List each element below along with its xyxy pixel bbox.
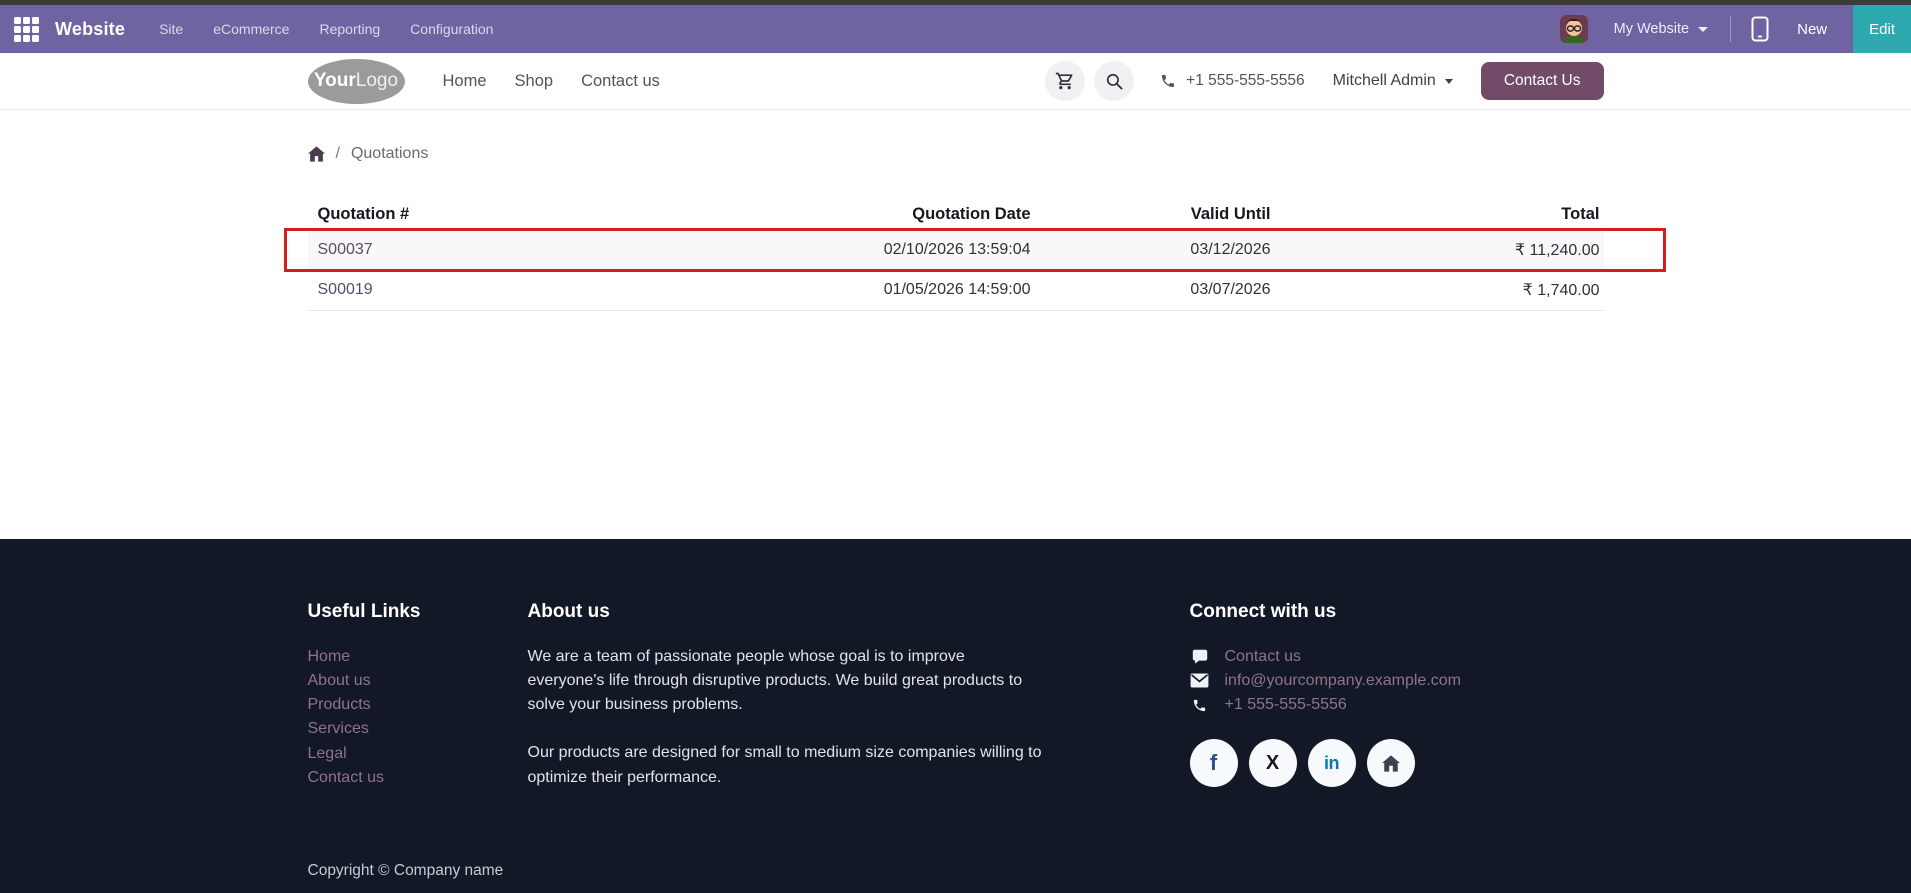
about-paragraph: We are a team of passionate people whose… bbox=[527, 647, 1023, 714]
footer-useful-links: Useful Links Home About us Products Serv… bbox=[308, 601, 528, 814]
edit-button[interactable]: Edit bbox=[1853, 5, 1911, 53]
user-name: Mitchell Admin bbox=[1332, 72, 1436, 89]
cart-icon bbox=[1055, 72, 1073, 90]
nav-shop[interactable]: Shop bbox=[514, 71, 554, 90]
total-cell: ₹ 1,740.00 bbox=[1274, 270, 1604, 311]
header-phone-link[interactable]: +1 555-555-5556 bbox=[1160, 72, 1305, 90]
quotation-link[interactable]: S00037 bbox=[317, 241, 373, 258]
mobile-preview-icon[interactable] bbox=[1751, 16, 1769, 42]
valid-until-cell: 03/12/2026 bbox=[1034, 230, 1275, 271]
chevron-down-icon bbox=[1698, 26, 1709, 32]
facebook-icon[interactable]: f bbox=[1189, 739, 1238, 788]
window-top-strip bbox=[0, 0, 1911, 5]
logo-text-light: Logo bbox=[355, 70, 399, 91]
topbar-divider bbox=[1730, 16, 1732, 42]
footer-phone-link[interactable]: +1 555-555-5556 bbox=[1224, 696, 1347, 714]
breadcrumb-current: Quotations bbox=[350, 145, 429, 162]
col-total: Total bbox=[1274, 194, 1604, 231]
user-menu[interactable]: Mitchell Admin bbox=[1333, 72, 1453, 90]
website-selector-label: My Website bbox=[1613, 21, 1690, 37]
phone-icon bbox=[1190, 698, 1210, 713]
nav-home[interactable]: Home bbox=[442, 71, 487, 90]
footer-link-legal[interactable]: Legal bbox=[307, 744, 347, 762]
chat-bubble-icon bbox=[1190, 648, 1210, 666]
home-icon[interactable] bbox=[307, 146, 325, 162]
breadcrumb-separator: / bbox=[335, 145, 340, 162]
footer-contact-link[interactable]: Contact us bbox=[1224, 647, 1301, 665]
apps-menu-icon[interactable] bbox=[14, 16, 39, 42]
about-paragraph: Our products are designed for small to m… bbox=[527, 744, 1042, 786]
footer-about-title: About us bbox=[527, 600, 610, 622]
quotations-table: Quotation # Quotation Date Valid Until T… bbox=[307, 194, 1604, 311]
app-name[interactable]: Website bbox=[55, 18, 126, 39]
contact-us-button[interactable]: Contact Us bbox=[1480, 62, 1604, 100]
user-avatar[interactable] bbox=[1559, 15, 1588, 43]
backend-topbar: Website Site eCommerce Reporting Configu… bbox=[0, 5, 1911, 53]
new-button[interactable]: New bbox=[1797, 20, 1828, 38]
footer-link-services[interactable]: Services bbox=[307, 720, 369, 738]
col-valid-until: Valid Until bbox=[1034, 194, 1275, 231]
footer-connect-title: Connect with us bbox=[1189, 600, 1337, 622]
cart-button[interactable] bbox=[1045, 61, 1086, 101]
avatar-image bbox=[1559, 15, 1588, 43]
x-twitter-icon[interactable]: X bbox=[1248, 739, 1297, 788]
footer-link-about[interactable]: About us bbox=[307, 671, 371, 689]
total-cell: ₹ 11,240.00 bbox=[1274, 230, 1604, 271]
header-right: +1 555-555-5556 Mitchell Admin Contact U… bbox=[1045, 61, 1604, 101]
col-quotation-number: Quotation # bbox=[307, 194, 618, 231]
menu-configuration[interactable]: Configuration bbox=[410, 21, 494, 37]
website-selector[interactable]: My Website bbox=[1613, 21, 1709, 37]
linkedin-icon[interactable]: in bbox=[1307, 739, 1356, 788]
footer-link-products[interactable]: Products bbox=[307, 696, 371, 714]
table-row[interactable]: S00019 01/05/2026 14:59:00 03/07/2026 ₹ … bbox=[307, 270, 1604, 311]
site-logo[interactable]: Your Logo bbox=[307, 58, 405, 104]
footer-about: About us We are a team of passionate peo… bbox=[528, 601, 1043, 814]
social-links: f X in bbox=[1189, 739, 1604, 788]
menu-ecommerce[interactable]: eCommerce bbox=[213, 21, 290, 37]
breadcrumb: / Quotations bbox=[307, 140, 1604, 168]
quotation-date-cell: 02/10/2026 13:59:04 bbox=[617, 230, 1035, 271]
envelope-icon bbox=[1190, 673, 1210, 688]
chevron-down-icon bbox=[1444, 78, 1453, 84]
footer-links-title: Useful Links bbox=[307, 600, 421, 622]
search-button[interactable] bbox=[1094, 61, 1135, 101]
table-header-row: Quotation # Quotation Date Valid Until T… bbox=[307, 194, 1604, 231]
header-phone-number: +1 555-555-5556 bbox=[1186, 72, 1305, 89]
logo-text-bold: Your bbox=[313, 70, 356, 91]
footer-connect: Connect with us Contact us info@yourcomp… bbox=[1189, 600, 1604, 814]
main-nav: Home Shop Contact us bbox=[443, 72, 660, 91]
menu-site[interactable]: Site bbox=[159, 21, 184, 37]
quotations-table-wrap: Quotation # Quotation Date Valid Until T… bbox=[283, 194, 1666, 311]
footer: Useful Links Home About us Products Serv… bbox=[0, 538, 1911, 893]
search-icon bbox=[1106, 73, 1123, 90]
quotation-date-cell: 01/05/2026 14:59:00 bbox=[617, 270, 1035, 311]
menu-reporting[interactable]: Reporting bbox=[319, 21, 381, 37]
website-header: Your Logo Home Shop Contact us bbox=[0, 53, 1911, 110]
footer-link-contact[interactable]: Contact us bbox=[307, 768, 384, 786]
valid-until-cell: 03/07/2026 bbox=[1034, 270, 1275, 311]
copyright-text: Copyright © Company name bbox=[307, 861, 504, 879]
col-quotation-date: Quotation Date bbox=[617, 194, 1035, 231]
table-row[interactable]: S00037 02/10/2026 13:59:04 03/12/2026 ₹ … bbox=[307, 230, 1604, 271]
footer-email-link[interactable]: info@yourcompany.example.com bbox=[1224, 671, 1462, 689]
website-home-icon[interactable] bbox=[1366, 739, 1415, 788]
nav-contact-us[interactable]: Contact us bbox=[581, 71, 660, 90]
topbar-right: My Website New Edit bbox=[1559, 5, 1911, 53]
footer-link-home[interactable]: Home bbox=[307, 647, 351, 665]
phone-icon bbox=[1162, 75, 1175, 87]
main-content: / Quotations Quotation # Quotation Date … bbox=[283, 140, 1666, 311]
footer-copyright: Copyright © Company name bbox=[296, 862, 1616, 893]
quotation-link[interactable]: S00019 bbox=[317, 281, 373, 298]
